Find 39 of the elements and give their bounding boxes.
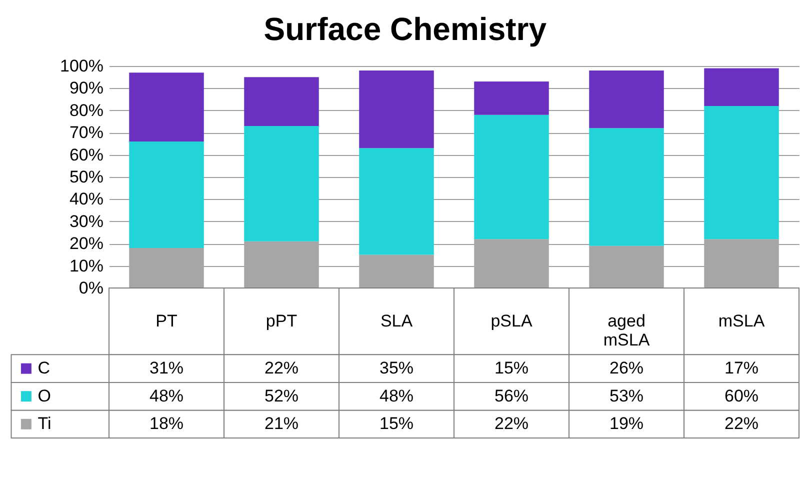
legend-label: Ti [38, 414, 52, 434]
data-label: 53% [609, 386, 644, 406]
data-label: 22% [264, 358, 299, 378]
data-label: 26% [609, 358, 644, 378]
chart-title: Surface Chemistry [264, 11, 547, 47]
data-label: 35% [379, 358, 414, 378]
x-tick-label: SLA [380, 311, 414, 330]
x-tick-label: mSLA [718, 311, 766, 330]
y-tick-label: 20% [69, 234, 104, 254]
data-label: 56% [494, 386, 529, 406]
data-label: 15% [494, 358, 529, 378]
data-label: 48% [149, 386, 184, 406]
data-label: 15% [379, 414, 414, 434]
data-label: 22% [724, 414, 759, 434]
y-tick-label: 40% [69, 190, 104, 209]
y-tick-label: 70% [69, 123, 104, 142]
data-label: 60% [724, 386, 759, 406]
legend-label: O [38, 386, 51, 406]
x-tick-label: aged mSLA [603, 311, 650, 350]
data-label: 17% [724, 358, 759, 378]
data-label: 21% [264, 414, 299, 434]
data-label: 52% [264, 386, 299, 406]
data-label: 19% [609, 414, 644, 434]
legend-label: C [38, 358, 50, 378]
y-tick-label: 50% [69, 168, 104, 186]
data-label: 18% [149, 414, 184, 434]
data-label: 22% [494, 414, 529, 434]
x-tick-label: pPT [266, 311, 298, 330]
y-tick-label: 80% [69, 100, 104, 120]
y-tick-label: 30% [69, 212, 104, 231]
y-tick-label: 10% [69, 256, 104, 276]
x-tick-label: pSLA [490, 311, 533, 330]
data-label: 31% [149, 358, 184, 378]
x-tick-label: PT [156, 311, 178, 330]
y-tick-label: 100% [60, 56, 104, 76]
y-tick-label: 90% [69, 78, 104, 98]
y-tick-label: 60% [69, 145, 104, 164]
data-label: 48% [379, 386, 414, 406]
y-tick-label: 0% [78, 278, 104, 298]
